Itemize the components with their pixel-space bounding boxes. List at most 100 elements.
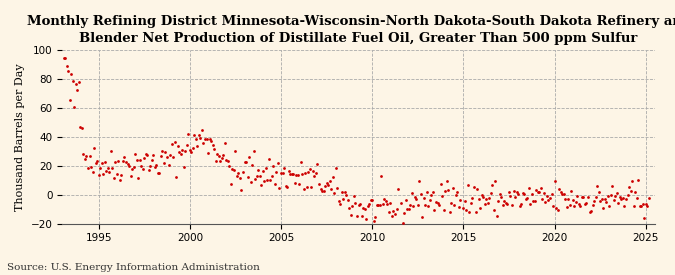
- Point: [353, 203, 364, 207]
- Point: [310, 171, 321, 175]
- Point: [262, 178, 273, 183]
- Point: [493, 198, 504, 203]
- Point: [261, 166, 271, 170]
- Point: [354, 202, 365, 206]
- Point: [613, 200, 624, 205]
- Point: [60, 56, 71, 60]
- Point: [323, 183, 333, 187]
- Point: [222, 159, 233, 163]
- Point: [568, 198, 578, 203]
- Point: [279, 166, 290, 170]
- Point: [478, 195, 489, 200]
- Point: [551, 206, 562, 210]
- Point: [111, 171, 122, 176]
- Point: [68, 79, 78, 83]
- Point: [630, 189, 641, 194]
- Point: [639, 215, 649, 220]
- Point: [599, 197, 610, 202]
- Point: [552, 208, 563, 212]
- Point: [286, 172, 297, 176]
- Point: [484, 196, 495, 200]
- Point: [99, 159, 110, 164]
- Point: [139, 156, 150, 160]
- Point: [247, 163, 258, 167]
- Point: [360, 217, 371, 221]
- Point: [634, 204, 645, 208]
- Point: [242, 175, 253, 179]
- Point: [75, 125, 86, 129]
- Title: Monthly Refining District Minnesota-Wisconsin-North Dakota-South Dakota Refinery: Monthly Refining District Minnesota-Wisc…: [26, 15, 675, 45]
- Point: [124, 163, 134, 168]
- Point: [425, 198, 435, 202]
- Point: [180, 148, 190, 153]
- Point: [414, 178, 425, 183]
- Point: [210, 159, 221, 163]
- Point: [344, 206, 355, 210]
- Point: [198, 141, 209, 145]
- Point: [458, 206, 468, 210]
- Point: [346, 213, 356, 217]
- Point: [546, 192, 557, 196]
- Point: [400, 198, 411, 202]
- Point: [616, 197, 627, 201]
- Point: [58, 56, 69, 60]
- Point: [383, 210, 394, 214]
- Point: [166, 142, 177, 146]
- Point: [338, 197, 349, 201]
- Point: [257, 169, 268, 173]
- Point: [396, 201, 406, 206]
- Point: [290, 180, 300, 185]
- Point: [330, 166, 341, 170]
- Point: [466, 201, 477, 205]
- Point: [411, 197, 422, 201]
- Point: [578, 195, 589, 199]
- Point: [109, 175, 119, 180]
- Point: [560, 197, 570, 202]
- Point: [202, 150, 213, 155]
- Point: [516, 202, 526, 206]
- Point: [402, 207, 412, 211]
- Point: [194, 133, 205, 138]
- Point: [438, 208, 449, 212]
- Point: [618, 196, 628, 200]
- Point: [421, 190, 432, 194]
- Point: [610, 194, 621, 198]
- Point: [265, 178, 276, 182]
- Point: [315, 187, 326, 191]
- Point: [250, 177, 261, 181]
- Point: [66, 72, 77, 76]
- Point: [643, 196, 654, 200]
- Point: [189, 133, 200, 137]
- Point: [84, 154, 95, 158]
- Point: [533, 190, 543, 194]
- Point: [177, 148, 188, 152]
- Point: [625, 189, 636, 193]
- Point: [318, 189, 329, 194]
- Point: [200, 137, 211, 141]
- Point: [554, 187, 564, 191]
- Point: [350, 200, 361, 205]
- Point: [545, 196, 556, 200]
- Point: [241, 160, 252, 164]
- Point: [215, 159, 225, 164]
- Point: [104, 170, 115, 174]
- Point: [394, 223, 405, 228]
- Point: [433, 203, 444, 207]
- Point: [321, 181, 332, 185]
- Point: [78, 152, 89, 156]
- Point: [619, 204, 630, 208]
- Point: [61, 64, 72, 68]
- Point: [624, 185, 634, 189]
- Point: [122, 162, 133, 166]
- Point: [213, 153, 224, 158]
- Point: [146, 158, 157, 163]
- Point: [348, 194, 359, 198]
- Point: [504, 190, 514, 194]
- Point: [227, 167, 238, 171]
- Point: [277, 170, 288, 175]
- Point: [489, 208, 500, 212]
- Point: [233, 171, 244, 176]
- Point: [526, 192, 537, 197]
- Point: [490, 178, 501, 183]
- Point: [81, 154, 92, 159]
